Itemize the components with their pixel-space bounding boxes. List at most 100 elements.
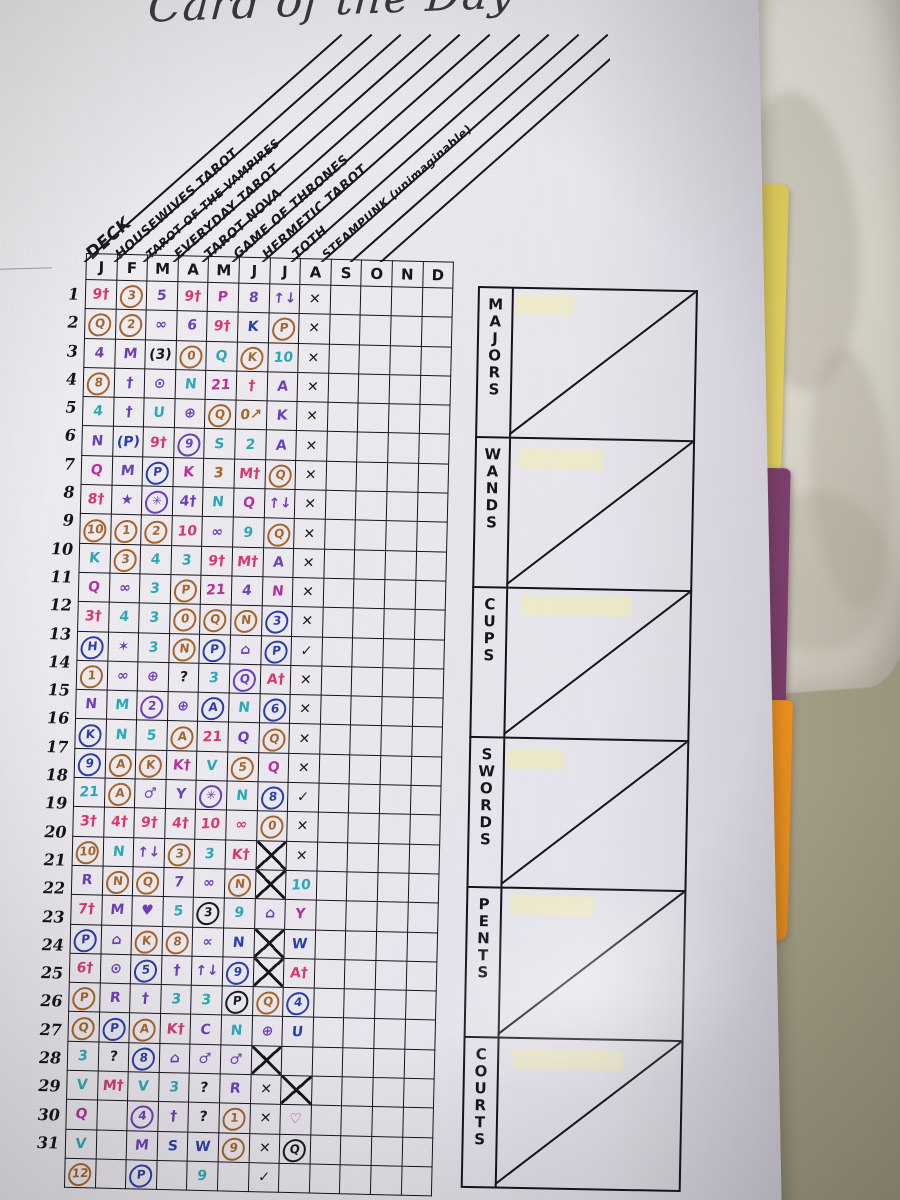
- grid-cell-20-F[interactable]: N: [102, 836, 134, 867]
- grid-cell-15-M[interactable]: A: [197, 692, 230, 723]
- grid-cell-14-N[interactable]: [382, 667, 414, 698]
- grid-cell-17-M[interactable]: V: [196, 751, 228, 782]
- grid-cell-7-O[interactable]: [356, 461, 388, 492]
- grid-cell-2-O[interactable]: [359, 315, 392, 346]
- grid-cell-9-N[interactable]: [385, 521, 417, 552]
- grid-cell-7-D[interactable]: [417, 463, 449, 494]
- grid-cell-19-F[interactable]: 4†: [103, 807, 135, 838]
- grid-cell-25-J[interactable]: P: [68, 982, 100, 1013]
- grid-cell-23-J[interactable]: N: [222, 927, 255, 958]
- grid-cell-16-M[interactable]: 21: [197, 721, 229, 752]
- grid-cell-8-D[interactable]: [416, 492, 449, 523]
- grid-cell-11-S[interactable]: [322, 578, 355, 609]
- grid-cell-29-A[interactable]: ♡: [279, 1104, 312, 1135]
- grid-cell-4-M[interactable]: ⊙: [144, 368, 176, 399]
- grid-cell-31-A[interactable]: [278, 1163, 310, 1194]
- grid-cell-12-M[interactable]: 3: [138, 603, 171, 634]
- grid-cell-21-A[interactable]: 7: [163, 867, 195, 898]
- grid-cell-29-J[interactable]: 1: [218, 1103, 251, 1134]
- grid-cell-12-N[interactable]: [383, 608, 415, 639]
- grid-cell-13-J[interactable]: ⌂: [229, 634, 262, 665]
- grid-cell-31-N[interactable]: [370, 1165, 402, 1196]
- grid-cell-27-J[interactable]: ♂: [220, 1044, 252, 1075]
- grid-cell-26-J[interactable]: N: [220, 1015, 253, 1046]
- grid-cell-11-A[interactable]: P: [170, 574, 202, 605]
- grid-cell-1-S[interactable]: [329, 285, 362, 316]
- grid-cell-14-M[interactable]: ⊕: [137, 661, 169, 692]
- grid-cell-8-M[interactable]: ✳: [141, 485, 173, 516]
- grid-cell-6-J[interactable]: N: [81, 425, 114, 456]
- grid-cell-30-M[interactable]: W: [187, 1131, 219, 1162]
- grid-cell-13-A[interactable]: N: [168, 633, 200, 664]
- grid-cell-1-M[interactable]: P: [207, 282, 239, 313]
- grid-cell-17-J[interactable]: Q: [257, 752, 289, 783]
- grid-cell-10-J[interactable]: M†: [231, 546, 264, 577]
- grid-cell-17-O[interactable]: [349, 754, 381, 785]
- grid-cell-12-J[interactable]: 3: [261, 606, 293, 637]
- grid-cell-27-A[interactable]: ⌂: [158, 1043, 191, 1074]
- grid-cell-27-A[interactable]: [281, 1046, 313, 1077]
- grid-cell-14-O[interactable]: [351, 666, 383, 697]
- grid-cell-30-A[interactable]: S: [156, 1131, 189, 1162]
- grid-cell-1-A[interactable]: 9†: [176, 281, 209, 312]
- grid-cell-6-D[interactable]: [418, 433, 450, 464]
- grid-cell-1-J[interactable]: 9†: [85, 279, 117, 310]
- grid-cell-30-J[interactable]: 9: [218, 1132, 250, 1163]
- grid-cell-11-O[interactable]: [353, 578, 385, 609]
- grid-cell-22-M[interactable]: ♥: [131, 896, 164, 927]
- grid-cell-27-D[interactable]: [403, 1048, 435, 1079]
- grid-cell-5-J[interactable]: 4: [82, 396, 114, 427]
- grid-cell-7-S[interactable]: [325, 461, 358, 492]
- grid-cell-10-N[interactable]: [384, 550, 417, 581]
- grid-cell-5-J[interactable]: 0↗: [235, 400, 267, 431]
- grid-cell-13-M[interactable]: 3: [138, 632, 170, 663]
- grid-cell-31-S[interactable]: [309, 1163, 341, 1194]
- grid-cell-11-J[interactable]: 4: [231, 575, 263, 607]
- grid-cell-18-A[interactable]: ✓: [287, 782, 319, 813]
- grid-cell-12-J[interactable]: N: [230, 605, 262, 636]
- grid-cell-31-A[interactable]: [156, 1160, 188, 1191]
- grid-cell-7-A[interactable]: ✕: [295, 460, 327, 491]
- grid-cell-10-F[interactable]: 3: [109, 543, 141, 574]
- grid-cell-20-D[interactable]: [408, 843, 440, 874]
- grid-cell-31-J[interactable]: [217, 1161, 249, 1192]
- grid-cell-4-N[interactable]: [388, 374, 421, 405]
- grid-cell-13-F[interactable]: ✶: [107, 631, 139, 662]
- grid-cell-25-M[interactable]: †: [129, 983, 162, 1014]
- grid-cell-25-J[interactable]: P: [221, 986, 253, 1017]
- grid-cell-28-M[interactable]: V: [127, 1071, 159, 1102]
- grid-cell-31-O[interactable]: [339, 1164, 372, 1195]
- grid-cell-28-D[interactable]: [402, 1078, 435, 1109]
- grid-cell-23-F[interactable]: ⌂: [100, 924, 132, 955]
- grid-cell-24-F[interactable]: ⊙: [99, 953, 132, 984]
- grid-cell-24-N[interactable]: [375, 960, 407, 991]
- grid-cell-21-O[interactable]: [346, 871, 378, 902]
- grid-cell-19-M[interactable]: 9†: [133, 808, 166, 839]
- grid-cell-26-A[interactable]: U: [282, 1016, 314, 1047]
- grid-cell-3-A[interactable]: ✕: [297, 343, 330, 374]
- grid-cell-3-M[interactable]: (3): [144, 339, 177, 370]
- grid-cell-24-J[interactable]: 9: [222, 956, 254, 987]
- grid-cell-20-S[interactable]: [316, 841, 349, 872]
- grid-cell-24-A[interactable]: A†: [283, 958, 315, 989]
- grid-cell-3-F[interactable]: M: [114, 338, 146, 369]
- grid-cell-23-M[interactable]: K: [131, 925, 163, 956]
- grid-cell-28-J[interactable]: ✕: [250, 1074, 282, 1105]
- grid-cell-15-N[interactable]: [381, 696, 413, 727]
- grid-cell-18-M[interactable]: ♂: [134, 778, 166, 809]
- grid-cell-8-S[interactable]: [325, 490, 357, 521]
- legend-section-cups[interactable]: C U P S: [469, 585, 693, 741]
- grid-cell-15-O[interactable]: [350, 696, 383, 727]
- grid-cell-30-S[interactable]: [309, 1134, 342, 1165]
- grid-cell-20-J[interactable]: ✕: [255, 840, 287, 871]
- grid-cell-20-J[interactable]: 10: [72, 835, 104, 867]
- grid-cell-7-A[interactable]: K: [172, 457, 205, 488]
- grid-cell-17-M[interactable]: K: [135, 749, 167, 780]
- grid-cell-24-S[interactable]: [313, 958, 346, 989]
- grid-cell-12-A[interactable]: 0: [169, 603, 201, 634]
- grid-cell-20-A[interactable]: ✕: [286, 841, 318, 872]
- grid-cell-15-D[interactable]: [411, 697, 444, 728]
- grid-cell-29-J[interactable]: Q: [65, 1099, 98, 1130]
- grid-cell-10-O[interactable]: [354, 549, 386, 580]
- grid-cell-29-O[interactable]: [341, 1106, 373, 1137]
